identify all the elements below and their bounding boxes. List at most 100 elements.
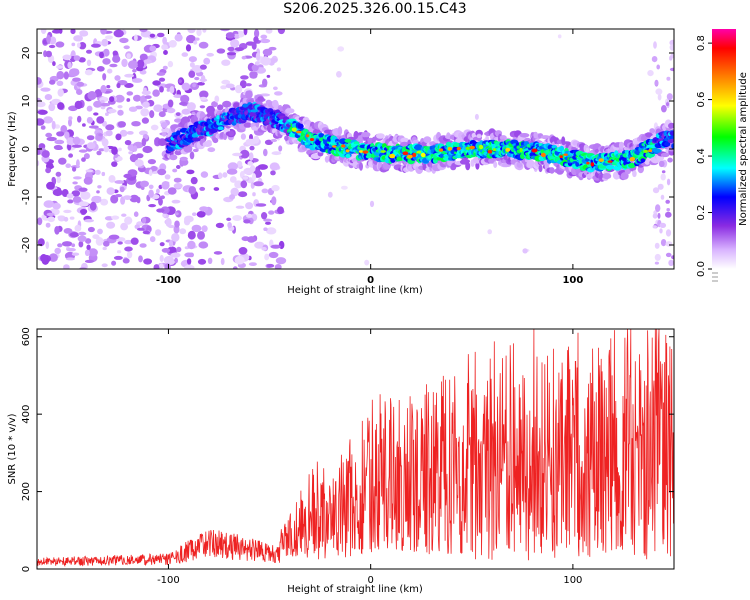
heatmap-cell [111,215,120,220]
heatmap-cell [87,226,95,233]
heatmap-cell [65,163,71,168]
colorbar-tick-label: 0.4 [696,148,707,164]
heatmap-cell [78,187,88,192]
heatmap-cell [276,67,281,72]
heatmap-cell [193,40,198,45]
heatmap-cell [181,82,191,91]
heatmap-cell [563,153,568,156]
heatmap-cell [114,194,123,198]
heatmap-cell [114,94,125,103]
heatmap-cell [68,116,73,120]
heatmap-cell [77,235,87,242]
heatmap-cell [487,229,493,235]
heatmap-cell [353,130,359,140]
heatmap-cell [291,127,297,132]
heatmap-cell [234,47,244,52]
heatmap-cell [187,29,196,34]
heatmap-cell [669,138,674,143]
heatmap-cell [55,171,62,177]
heatmap-cell [222,172,228,178]
heatmap-cell [96,116,105,124]
heatmap-cell [188,56,197,63]
heatmap-cell [191,224,202,233]
heatmap-cell [148,184,154,189]
heatmap-cell [152,80,161,86]
heatmap-cell [213,251,223,255]
heatmap-cell [171,233,180,242]
heatmap-cell [199,96,207,101]
heatmap-cell [407,154,413,159]
heatmap-cell [66,193,74,199]
heatmap-cell [60,125,68,134]
heatmap-cell [142,217,147,224]
heatmap-cell [162,36,168,45]
heatmap-cell [178,79,182,83]
heatmap-cell [174,212,179,216]
heatmap-cell [212,137,219,144]
heatmap-cell [195,37,200,41]
heatmap-cell [266,74,271,78]
heatmap-cell [139,53,148,61]
heatmap-cell [161,44,169,51]
heatmap-cell [63,228,73,234]
heatmap-cell [199,206,209,212]
heatmap-cell [102,73,107,81]
heatmap-cell [173,177,182,183]
heatmap-cell [106,85,111,89]
heatmap-cell [121,58,128,68]
heatmap-cell [162,65,168,70]
heatmap-cell [660,152,670,158]
heatmap-cell [156,32,165,38]
heatmap-cell [217,104,224,111]
heatmap-cell [242,176,249,180]
heatmap-cell [199,105,206,109]
heatmap-cell [40,254,48,263]
heatmap-cell [142,230,151,235]
heatmap-cell [41,150,50,158]
heatmap-cell [168,40,177,48]
heatmap-cell [447,146,453,151]
heatmap-cell [248,262,257,266]
heatmap-cell [108,234,120,240]
heatmap-cell [86,244,91,251]
heatmap-cell [68,68,80,77]
heatmap-cell [273,86,278,91]
heatmap-cell [139,29,148,33]
heatmap-cell [263,218,273,222]
heatmap-cell [669,39,674,46]
heatmap-cell [226,217,232,221]
heatmap-cell [132,68,137,73]
heatmap-cell [186,169,195,175]
heatmap-cell [119,129,128,137]
heatmap-cell [156,188,160,194]
heatmap-cell [189,151,195,160]
heatmap-cell [126,53,131,59]
heatmap-cell [268,210,275,215]
heatmap-cell [128,151,134,155]
heatmap-cell [119,186,125,193]
heatmap-cell [52,61,56,67]
heatmap-cell [252,192,256,197]
heatmap-cell [48,103,56,112]
heatmap-cell [402,151,409,156]
heatmap-cell [53,145,63,150]
heatmap-cell [262,48,273,56]
heatmap-cell [70,29,76,35]
heatmap-cell [123,173,132,179]
heatmap-cell [665,211,672,218]
heatmap-cell [309,138,315,141]
heatmap-cell [263,227,268,231]
heatmap-cell [215,222,224,229]
heatmap-cell [260,34,268,39]
heatmap-cell [188,70,196,78]
heatmap-cell [117,241,123,245]
heatmap-cell [46,136,57,142]
heatmap-cell [156,208,165,213]
heatmap-cell [476,134,482,139]
heatmap-cell [234,255,245,265]
heatmap-cell [114,75,121,81]
heatmap-cell [227,46,235,52]
heatmap-cell [101,171,106,177]
